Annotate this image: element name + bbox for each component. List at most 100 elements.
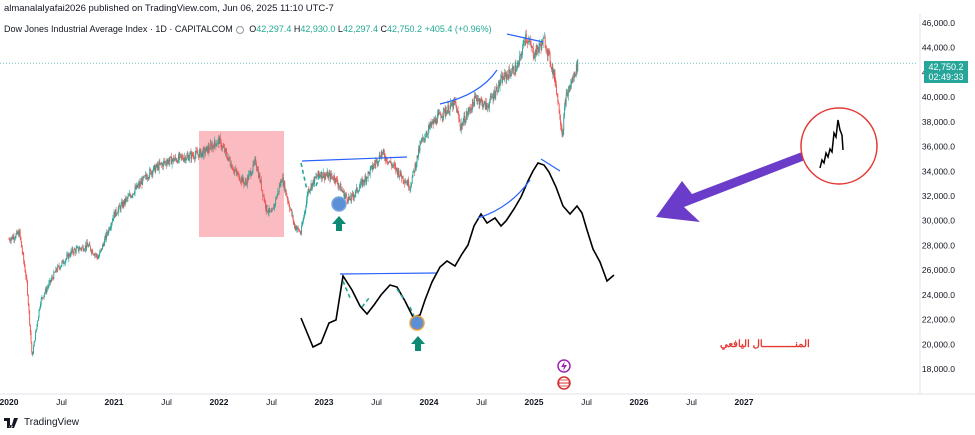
candle-body	[399, 171, 401, 176]
candle-body	[533, 56, 535, 59]
candle-body	[224, 147, 226, 153]
candle-body	[223, 147, 225, 148]
candle-body	[14, 237, 16, 239]
candle-body	[328, 174, 329, 179]
candle-body	[191, 152, 193, 159]
candle-body	[254, 159, 256, 161]
candle-body	[339, 183, 341, 187]
candle-body	[227, 158, 229, 160]
candle-body	[316, 176, 318, 178]
candle-body	[480, 99, 482, 101]
candle-body	[414, 164, 416, 172]
candle-body	[119, 206, 121, 210]
candle-body	[543, 37, 545, 39]
candle-body	[567, 92, 569, 96]
candle-body	[330, 173, 332, 180]
candle-body	[198, 151, 200, 158]
candle-body	[126, 198, 128, 199]
y-tick-label: 36,000.0	[922, 142, 955, 152]
analog-neckline	[339, 272, 437, 275]
candle-body	[343, 191, 345, 193]
candle-body	[178, 154, 180, 159]
candle-body	[271, 209, 273, 212]
candle-body	[314, 176, 315, 185]
candle-body	[405, 182, 407, 183]
candle-body	[17, 232, 19, 234]
candle-body	[137, 185, 139, 188]
inset-mini-chart	[819, 119, 844, 169]
candle-body	[321, 172, 322, 179]
candle-body	[292, 215, 294, 222]
candle-body	[280, 180, 282, 186]
candle-body	[396, 167, 398, 171]
close-value: 42,750.2	[387, 24, 423, 34]
purple-pointer-arrow	[656, 152, 805, 222]
footer-brand[interactable]: TradingView	[4, 417, 79, 428]
candle-body	[491, 96, 493, 98]
candle-body	[262, 190, 264, 197]
candle-body	[545, 47, 547, 50]
candle-body	[163, 161, 165, 162]
candle-body	[470, 108, 472, 111]
candle-body	[160, 163, 162, 165]
candle-body	[446, 111, 447, 115]
candle-body	[397, 170, 398, 175]
candle-body	[314, 176, 316, 178]
candle-body	[212, 145, 214, 147]
candle-body	[295, 226, 297, 230]
candle-body	[111, 223, 112, 227]
candle-body	[403, 180, 405, 182]
candle-body	[124, 198, 125, 205]
candle-body	[121, 202, 123, 208]
candle-body	[204, 148, 206, 154]
candle-body	[49, 280, 51, 283]
candle-body	[9, 240, 11, 242]
candle-body	[292, 215, 293, 216]
candle-body	[299, 231, 300, 232]
candle-body	[464, 115, 466, 124]
candle-body	[33, 341, 35, 347]
candle-body	[506, 74, 508, 76]
candle-body	[482, 100, 483, 108]
candle-body	[112, 218, 114, 222]
candle-body	[99, 252, 101, 256]
close-label: C	[380, 24, 388, 34]
candle-body	[237, 172, 238, 175]
candle-body	[194, 154, 196, 159]
candle-body	[415, 163, 417, 168]
candle-body	[522, 41, 524, 49]
candle-body	[270, 211, 271, 212]
candle-body	[109, 227, 111, 230]
candle-body	[563, 116, 565, 131]
candle-body	[341, 189, 343, 192]
candle-body	[138, 183, 140, 187]
candle-body	[233, 170, 235, 172]
candle-body	[538, 47, 540, 52]
candle-body	[522, 48, 523, 55]
candle-body	[284, 182, 286, 193]
candle-body	[265, 204, 267, 212]
candle-body	[419, 144, 421, 151]
symbol-name: Dow Jones Industrial Average Index · 1D …	[4, 24, 233, 34]
x-tick-label: Jul	[686, 397, 697, 407]
candle-body	[365, 176, 367, 182]
candle-body	[235, 169, 236, 171]
candle-body	[509, 73, 511, 77]
candle-body	[102, 244, 104, 245]
candle-body	[118, 205, 120, 210]
candle-body	[390, 160, 392, 164]
candle-body	[222, 146, 223, 148]
candle-body	[384, 153, 385, 158]
candle-body	[365, 176, 367, 177]
candle-body	[173, 159, 175, 162]
candle-body	[244, 181, 246, 183]
candle-body	[343, 191, 345, 199]
candle-body	[255, 159, 257, 164]
candle-body	[147, 177, 149, 180]
candle-body	[141, 180, 143, 185]
candle-body	[302, 220, 304, 225]
candle-body	[245, 181, 247, 183]
candle-body	[426, 134, 428, 136]
candle-body	[132, 193, 134, 196]
